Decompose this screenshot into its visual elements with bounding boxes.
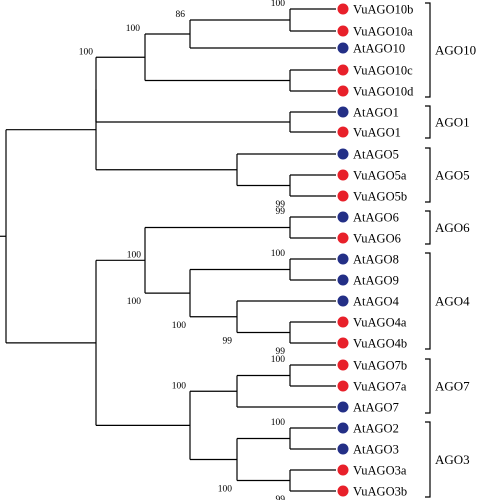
leaf-label: VuAGO10c: [353, 64, 413, 78]
red-circle-icon: [337, 337, 349, 349]
clade-label: AGO10: [435, 43, 476, 58]
leaf-label: AtAGO7: [353, 401, 399, 415]
red-circle-icon: [337, 25, 349, 37]
leaf-label: AtAGO6: [353, 211, 399, 225]
bootstrap-value: 100: [172, 321, 187, 331]
leaf-label: VuAGO10a: [353, 25, 413, 39]
red-circle-icon: [337, 190, 349, 202]
clade-bracket: [425, 210, 431, 245]
clade-bracket: [425, 2, 431, 98]
clade-label: AGO6: [435, 220, 470, 235]
bootstrap-value: 99: [276, 495, 286, 500]
blue-circle-icon: [337, 211, 349, 223]
clade-label: AGO7: [435, 379, 470, 394]
leaf-label: VuAGO10b: [353, 3, 413, 17]
leaf-label: AtAGO4: [353, 295, 400, 309]
bootstrap-value: 100: [79, 47, 94, 57]
bootstrap-value: 100: [271, 249, 286, 259]
leaf-label: VuAGO6: [353, 232, 401, 246]
clade-label: AGO4: [435, 294, 470, 309]
bootstrap-value: 100: [271, 418, 286, 428]
bootstrap-value: 100: [126, 24, 141, 34]
leaf-label: VuAGO4b: [353, 337, 407, 351]
bootstrap-value: 86: [176, 10, 186, 20]
blue-circle-icon: [337, 106, 349, 118]
clade-bracket: [425, 105, 431, 139]
bootstrap-value: 99: [276, 347, 286, 357]
leaf-label: VuAGO7b: [353, 359, 407, 373]
red-circle-icon: [337, 3, 349, 15]
blue-circle-icon: [337, 295, 349, 307]
red-circle-icon: [337, 359, 349, 371]
blue-circle-icon: [337, 253, 349, 265]
clade-label: AGO3: [435, 452, 470, 467]
clade-bracket: [425, 358, 431, 414]
clade-bracket: [425, 252, 431, 350]
leaf-label: VuAGO4a: [353, 316, 407, 330]
red-circle-icon: [337, 485, 349, 497]
leaf-label: VuAGO5a: [353, 169, 407, 183]
leaf-label: AtAGO3: [353, 443, 399, 457]
red-circle-icon: [337, 85, 349, 97]
leaf-label: VuAGO3a: [353, 464, 407, 478]
leaf-label: VuAGO1: [353, 126, 401, 140]
clade-label: AGO5: [435, 168, 470, 183]
leaf-label: AtAGO10: [353, 42, 405, 56]
bootstrap-value: 100: [271, 0, 286, 9]
clade-bracket: [425, 147, 431, 203]
leaf-label: AtAGO5: [353, 148, 399, 162]
clade-bracket: [425, 421, 431, 498]
bootstrap-value: 100: [271, 355, 286, 365]
leaf-label: AtAGO9: [353, 274, 399, 288]
red-circle-icon: [337, 316, 349, 328]
blue-circle-icon: [337, 148, 349, 160]
bootstrap-value: 99: [276, 207, 286, 217]
red-circle-icon: [337, 464, 349, 476]
leaf-label: VuAGO7a: [353, 380, 407, 394]
bootstrap-value: 100: [127, 250, 142, 260]
blue-circle-icon: [337, 42, 349, 54]
leaf-label: AtAGO8: [353, 253, 399, 267]
bootstrap-value: 100: [218, 485, 233, 495]
blue-circle-icon: [337, 274, 349, 286]
blue-circle-icon: [337, 401, 349, 413]
blue-circle-icon: [337, 422, 349, 434]
clade-label: AGO1: [435, 115, 470, 130]
blue-circle-icon: [337, 443, 349, 455]
red-circle-icon: [337, 380, 349, 392]
leaf-label: VuAGO10d: [353, 85, 414, 99]
leaf-label: VuAGO3b: [353, 485, 407, 499]
leaf-label: VuAGO5b: [353, 190, 407, 204]
red-circle-icon: [337, 126, 349, 138]
bootstrap-value: 99: [276, 200, 286, 210]
leaf-label: AtAGO1: [353, 106, 399, 120]
bootstrap-value: 100: [127, 297, 142, 307]
red-circle-icon: [337, 64, 349, 76]
red-circle-icon: [337, 232, 349, 244]
bootstrap-value: 100: [172, 381, 187, 391]
leaf-label: AtAGO2: [353, 422, 399, 436]
red-circle-icon: [337, 169, 349, 181]
bootstrap-value: 99: [223, 337, 233, 347]
